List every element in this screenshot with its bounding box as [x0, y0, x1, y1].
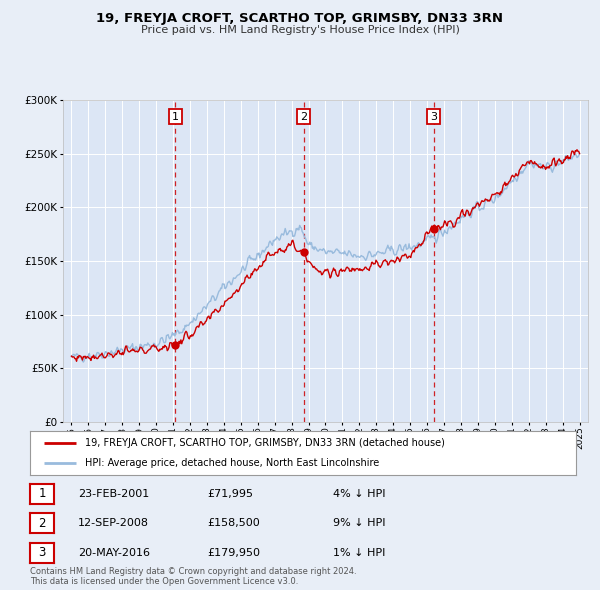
Text: £71,995: £71,995 [207, 489, 253, 499]
Text: 4% ↓ HPI: 4% ↓ HPI [333, 489, 386, 499]
Text: 1: 1 [172, 112, 179, 122]
Text: 3: 3 [430, 112, 437, 122]
Text: 19, FREYJA CROFT, SCARTHO TOP, GRIMSBY, DN33 3RN (detached house): 19, FREYJA CROFT, SCARTHO TOP, GRIMSBY, … [85, 438, 445, 448]
Text: £179,950: £179,950 [207, 548, 260, 558]
Text: 9% ↓ HPI: 9% ↓ HPI [333, 519, 386, 528]
Text: 20-MAY-2016: 20-MAY-2016 [78, 548, 150, 558]
Text: HPI: Average price, detached house, North East Lincolnshire: HPI: Average price, detached house, Nort… [85, 458, 379, 468]
Text: 1% ↓ HPI: 1% ↓ HPI [333, 548, 385, 558]
Text: 23-FEB-2001: 23-FEB-2001 [78, 489, 149, 499]
Text: This data is licensed under the Open Government Licence v3.0.: This data is licensed under the Open Gov… [30, 578, 298, 586]
Text: 2: 2 [38, 517, 46, 530]
Text: 1: 1 [38, 487, 46, 500]
Text: Price paid vs. HM Land Registry's House Price Index (HPI): Price paid vs. HM Land Registry's House … [140, 25, 460, 35]
Text: 3: 3 [38, 546, 46, 559]
Text: 12-SEP-2008: 12-SEP-2008 [78, 519, 149, 528]
Text: £158,500: £158,500 [207, 519, 260, 528]
Text: Contains HM Land Registry data © Crown copyright and database right 2024.: Contains HM Land Registry data © Crown c… [30, 567, 356, 576]
Text: 19, FREYJA CROFT, SCARTHO TOP, GRIMSBY, DN33 3RN: 19, FREYJA CROFT, SCARTHO TOP, GRIMSBY, … [97, 12, 503, 25]
Text: 2: 2 [300, 112, 307, 122]
